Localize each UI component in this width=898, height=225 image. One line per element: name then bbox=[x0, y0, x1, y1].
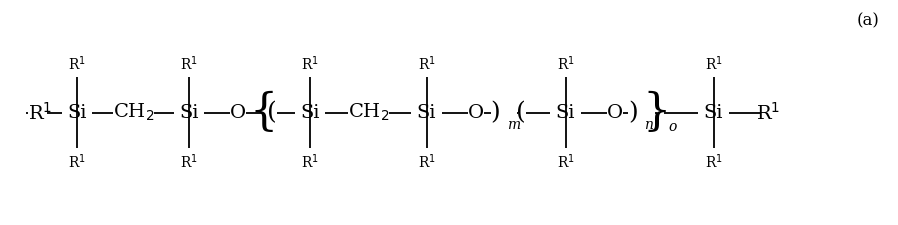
Text: (: ( bbox=[267, 101, 277, 124]
Text: ): ) bbox=[628, 101, 638, 124]
Text: R$^1$: R$^1$ bbox=[68, 54, 86, 73]
Text: R$^1$: R$^1$ bbox=[301, 152, 319, 171]
Text: R$^1$: R$^1$ bbox=[68, 152, 86, 171]
Text: R$^1$: R$^1$ bbox=[180, 152, 198, 171]
Text: CH$_2$: CH$_2$ bbox=[348, 102, 389, 123]
Text: m: m bbox=[507, 118, 521, 132]
Text: n: n bbox=[645, 118, 654, 132]
Text: Si: Si bbox=[300, 104, 320, 122]
Text: Si: Si bbox=[704, 104, 723, 122]
Text: O: O bbox=[468, 104, 484, 122]
Text: R$^1$: R$^1$ bbox=[705, 152, 722, 171]
Text: R$^1$: R$^1$ bbox=[28, 101, 52, 124]
Text: o: o bbox=[669, 120, 677, 134]
Text: R$^1$: R$^1$ bbox=[418, 54, 436, 73]
Text: Si: Si bbox=[417, 104, 436, 122]
Text: ): ) bbox=[490, 101, 500, 124]
Text: R$^1$: R$^1$ bbox=[418, 152, 436, 171]
Text: }: } bbox=[643, 91, 671, 134]
Text: Si: Si bbox=[556, 104, 576, 122]
Text: CH$_2$: CH$_2$ bbox=[113, 102, 154, 123]
Text: R$^1$: R$^1$ bbox=[756, 101, 780, 124]
Text: Si: Si bbox=[180, 104, 198, 122]
Text: {: { bbox=[250, 91, 277, 134]
Text: R$^1$: R$^1$ bbox=[557, 54, 575, 73]
Text: R$^1$: R$^1$ bbox=[301, 54, 319, 73]
Text: Si: Si bbox=[67, 104, 86, 122]
Text: O: O bbox=[607, 104, 623, 122]
Text: O: O bbox=[230, 104, 246, 122]
Text: (: ( bbox=[515, 101, 525, 124]
Text: R$^1$: R$^1$ bbox=[705, 54, 722, 73]
Text: (a): (a) bbox=[857, 12, 879, 29]
Text: R$^1$: R$^1$ bbox=[180, 54, 198, 73]
Text: R$^1$: R$^1$ bbox=[557, 152, 575, 171]
